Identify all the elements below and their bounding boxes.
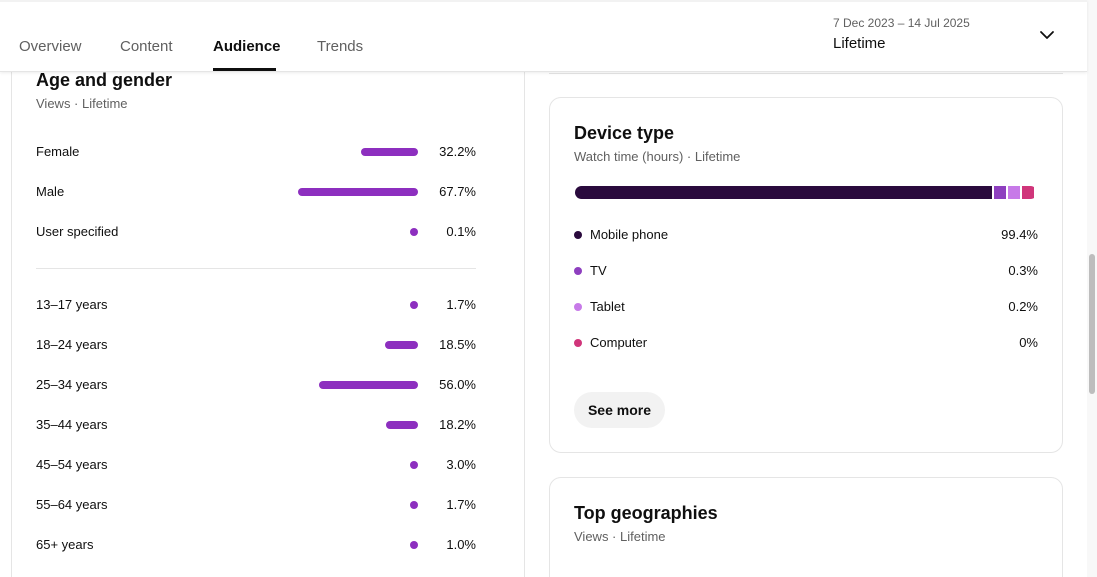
top-navigation-bar: Overview Content Audience Trends 7 Dec 2… xyxy=(0,0,1087,72)
age-bar-18-24 xyxy=(385,341,418,349)
device-segment-tv xyxy=(994,186,1006,199)
legend-label-mobile: Mobile phone xyxy=(590,227,669,242)
previous-card-bottom xyxy=(549,40,1063,74)
date-range-label[interactable]: Lifetime xyxy=(833,35,886,52)
legend-pct-tv: 0.3% xyxy=(1008,263,1038,278)
legend-label-tv: TV xyxy=(590,263,607,278)
age-pct-13-17: 1.7% xyxy=(446,297,476,312)
section-divider xyxy=(36,268,476,269)
age-label-13-17: 13–17 years xyxy=(36,297,108,312)
device-segment-tablet xyxy=(1008,186,1020,199)
legend-pct-computer: 0% xyxy=(1019,335,1038,350)
date-range-text[interactable]: 7 Dec 2023 – 14 Jul 2025 xyxy=(833,16,970,30)
top-geographies-card: Top geographies Views · Lifetime xyxy=(549,477,1063,577)
age-gender-title: Age and gender xyxy=(36,70,173,90)
tab-audience[interactable]: Audience xyxy=(213,38,281,55)
age-label-55-64: 55–64 years xyxy=(36,497,108,512)
legend-dot-computer xyxy=(574,339,582,347)
gender-pct-male: 67.7% xyxy=(439,184,476,199)
age-pct-25-34: 56.0% xyxy=(439,377,476,392)
gender-label-male: Male xyxy=(36,184,65,199)
age-bar-45-54 xyxy=(410,461,418,469)
age-pct-45-54: 3.0% xyxy=(446,457,476,472)
age-bar-55-64 xyxy=(410,501,418,509)
gender-pct-female: 32.2% xyxy=(439,144,476,159)
top-edge xyxy=(0,0,1087,2)
tab-trends[interactable]: Trends xyxy=(317,38,364,55)
device-segment-computer xyxy=(1022,186,1034,199)
device-type-card: Device type Watch time (hours) · Lifetim… xyxy=(549,97,1063,453)
age-pct-35-44: 18.2% xyxy=(439,417,476,432)
age-label-18-24: 18–24 years xyxy=(36,337,108,352)
age-label-25-34: 25–34 years xyxy=(36,377,108,392)
device-stacked-bar xyxy=(575,186,1037,199)
gender-bar-user-specified xyxy=(410,228,418,236)
legend-label-computer: Computer xyxy=(590,335,648,350)
age-bar-35-44 xyxy=(386,421,418,429)
chevron-down-icon[interactable] xyxy=(1037,28,1057,44)
age-pct-18-24: 18.5% xyxy=(439,337,476,352)
top-geographies-subtitle: Views · Lifetime xyxy=(574,529,666,544)
age-pct-55-64: 1.7% xyxy=(446,497,476,512)
gender-bar-male xyxy=(298,188,418,196)
age-label-35-44: 35–44 years xyxy=(36,417,108,432)
legend-pct-tablet: 0.2% xyxy=(1008,299,1038,314)
tab-overview[interactable]: Overview xyxy=(19,38,82,55)
legend-label-tablet: Tablet xyxy=(590,299,625,314)
device-type-subtitle: Watch time (hours) · Lifetime xyxy=(574,149,741,164)
top-geographies-title: Top geographies xyxy=(574,503,718,523)
legend-dot-tv xyxy=(574,267,582,275)
legend-dot-tablet xyxy=(574,303,582,311)
age-label-45-54: 45–54 years xyxy=(36,457,108,472)
age-label-65-plus: 65+ years xyxy=(36,537,94,552)
device-segment-mobile xyxy=(575,186,992,199)
age-bar-65-plus xyxy=(410,541,418,549)
gender-bar-female xyxy=(361,148,418,156)
age-pct-65-plus: 1.0% xyxy=(446,537,476,552)
legend-pct-mobile: 99.4% xyxy=(1001,227,1038,242)
tab-content[interactable]: Content xyxy=(120,38,173,55)
scrollbar-thumb[interactable] xyxy=(1089,254,1095,394)
active-tab-indicator xyxy=(213,68,276,71)
gender-pct-user-specified: 0.1% xyxy=(446,224,476,239)
age-gender-subtitle: Views · Lifetime xyxy=(36,96,128,111)
age-gender-card xyxy=(11,40,525,577)
gender-label-user-specified: User specified xyxy=(36,224,119,239)
age-bar-25-34 xyxy=(319,381,418,389)
legend-dot-mobile xyxy=(574,231,582,239)
gender-label-female: Female xyxy=(36,144,80,159)
device-type-title: Device type xyxy=(574,123,675,143)
age-bar-13-17 xyxy=(410,301,418,309)
see-more-button[interactable]: See more xyxy=(574,392,665,428)
